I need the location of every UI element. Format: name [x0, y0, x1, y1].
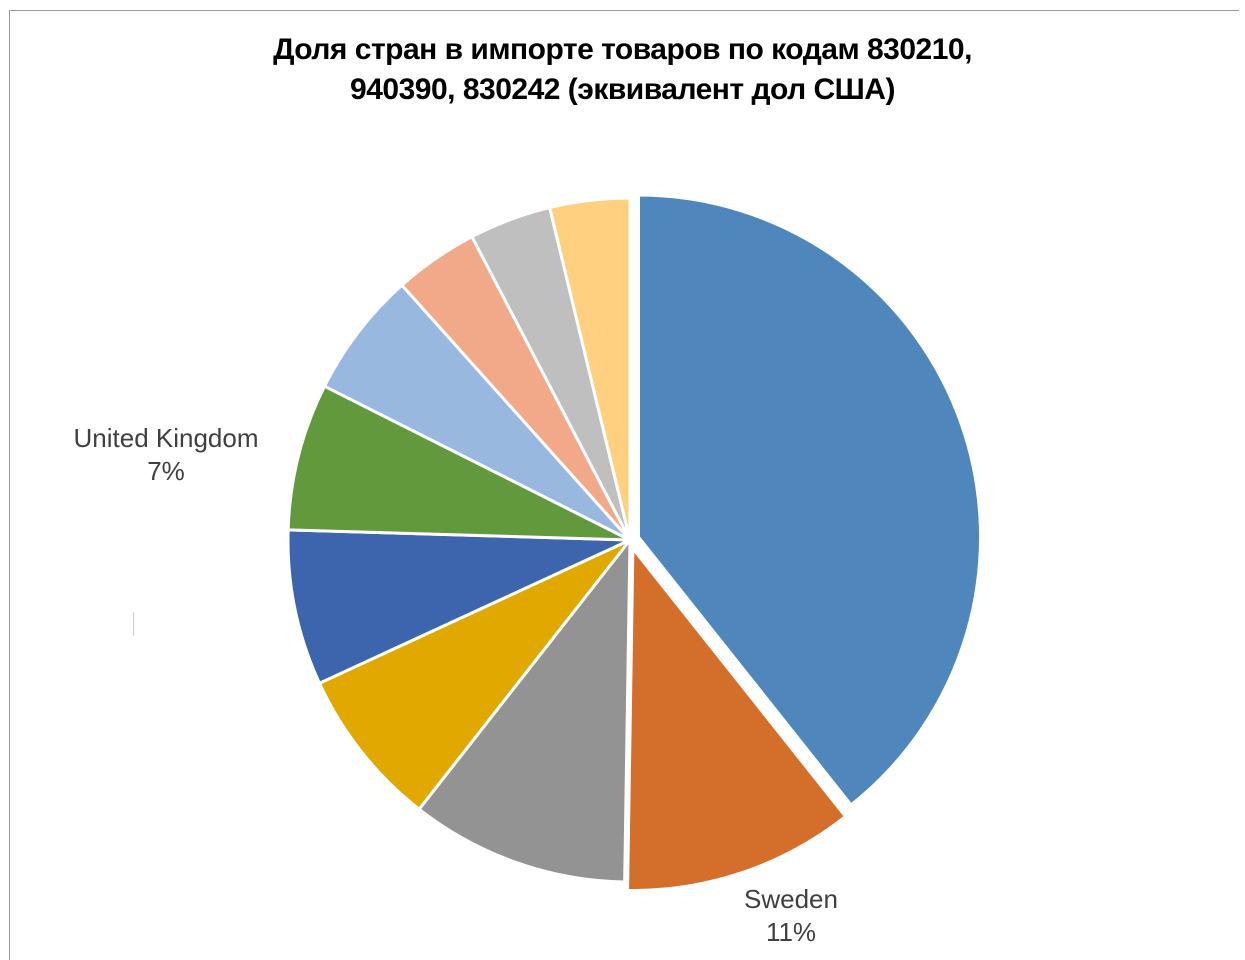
- pie-slice-6: [286, 384, 632, 542]
- pie-slice-2: [626, 547, 847, 892]
- chart-title-line-1: Доля стран в импорте товаров по кодам 83…: [273, 33, 972, 66]
- pie-slice-1: [636, 193, 982, 807]
- pie-slice-7: [323, 283, 632, 542]
- pie-slice-10: [548, 196, 632, 542]
- chart-title: Доля стран в импорте товаров по кодам 83…: [0, 30, 1245, 110]
- pie-labels: Sweden 11% United Kingdom 7%: [74, 423, 838, 947]
- slice-label-united-kingdom: United Kingdom 7%: [74, 423, 259, 486]
- slice-label-sweden: Sweden 11%: [744, 884, 838, 947]
- pie-slice-4: [317, 538, 632, 811]
- pie-slice-3: [417, 538, 632, 884]
- pie-slice-5: [286, 528, 632, 685]
- chart-title-line-2: 940390, 830242 (эквивалент дол США): [350, 73, 895, 106]
- stray-tick-mark: [133, 612, 134, 636]
- pie-slices: [286, 193, 982, 892]
